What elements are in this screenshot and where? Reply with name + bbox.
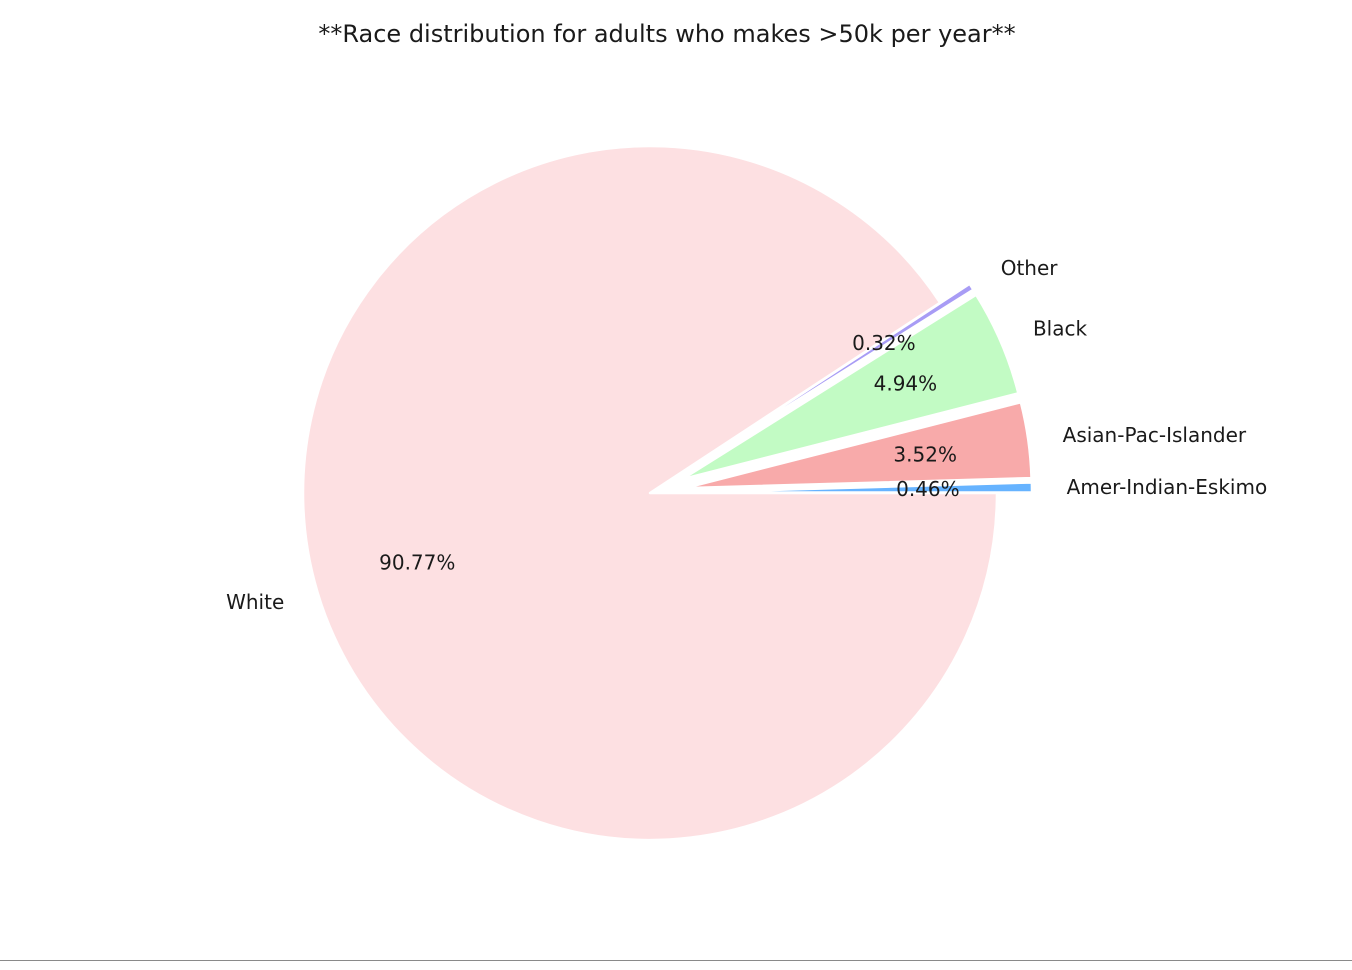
slice-label-asian-pac-islander: Asian-Pac-Islander	[1063, 423, 1247, 447]
pct-label-asian-pac-islander: 3.52%	[893, 442, 957, 466]
pct-label-other: 0.32%	[852, 331, 916, 355]
pie-slice-white	[301, 144, 999, 842]
slice-label-amer-indian-eskimo: Amer-Indian-Eskimo	[1067, 475, 1268, 499]
chart-title: **Race distribution for adults who makes…	[318, 20, 1015, 48]
pct-label-black: 4.94%	[874, 371, 938, 395]
pie-labels: Amer-Indian-Eskimo 0.46% Asian-Pac-Islande…	[226, 256, 1267, 614]
pie-slice-amer-indian-eskimo	[683, 481, 1034, 494]
slice-label-other: Other	[1001, 256, 1059, 280]
pct-label-white: 90.77%	[379, 551, 455, 575]
pie-slices	[301, 144, 1034, 842]
pie-slice-black	[680, 293, 1020, 481]
pct-label-amer-indian-eskimo: 0.46%	[896, 477, 960, 501]
slice-label-white: White	[226, 590, 284, 614]
bottom-divider	[0, 960, 1352, 961]
slice-label-black: Black	[1033, 317, 1088, 341]
pie-slice-asian-pac-islander	[683, 401, 1033, 490]
